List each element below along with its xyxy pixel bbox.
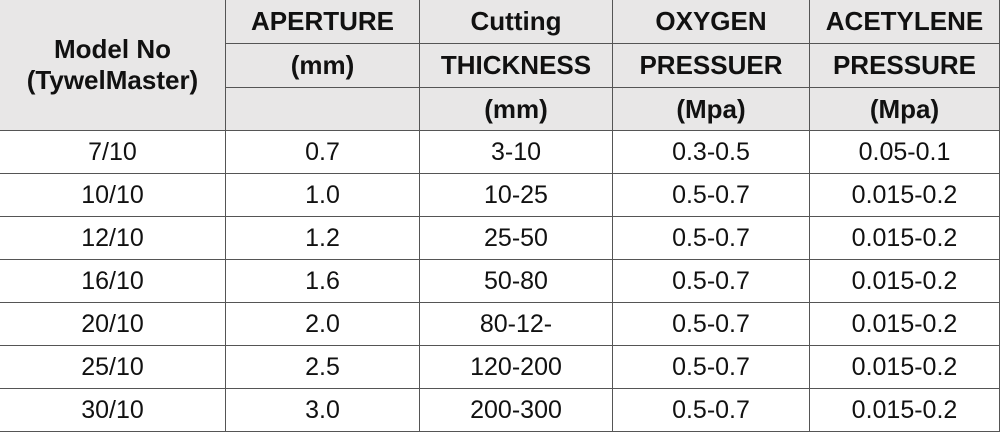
data-cell: 20/10 bbox=[0, 303, 226, 346]
data-cell: 0.015-0.2 bbox=[810, 217, 1000, 260]
data-cell: 0.3-0.5 bbox=[613, 131, 810, 174]
data-cell: 1.6 bbox=[226, 260, 420, 303]
data-cell: 30/10 bbox=[0, 389, 226, 432]
header-cell: (mm) bbox=[226, 44, 420, 88]
data-cell: 25/10 bbox=[0, 346, 226, 389]
header-cell: OXYGEN bbox=[613, 0, 810, 44]
header-cell: (Mpa) bbox=[613, 88, 810, 131]
data-cell: 50-80 bbox=[420, 260, 613, 303]
data-cell: 12/10 bbox=[0, 217, 226, 260]
data-cell: 0.05-0.1 bbox=[810, 131, 1000, 174]
header-cell: Cutting bbox=[420, 0, 613, 44]
data-cell: 0.5-0.7 bbox=[613, 346, 810, 389]
data-cell: 0.5-0.7 bbox=[613, 217, 810, 260]
data-cell: 16/10 bbox=[0, 260, 226, 303]
data-cell: 10-25 bbox=[420, 174, 613, 217]
header-cell: Model No (TywelMaster) bbox=[0, 0, 226, 131]
header-cell bbox=[226, 88, 420, 131]
header-cell: PRESSUER bbox=[613, 44, 810, 88]
data-cell: 0.5-0.7 bbox=[613, 174, 810, 217]
data-cell: 80-12- bbox=[420, 303, 613, 346]
data-cell: 1.2 bbox=[226, 217, 420, 260]
data-cell: 200-300 bbox=[420, 389, 613, 432]
header-cell: ACETYLENE bbox=[810, 0, 1000, 44]
data-cell: 0.015-0.2 bbox=[810, 346, 1000, 389]
header-cell: (Mpa) bbox=[810, 88, 1000, 131]
data-cell: 25-50 bbox=[420, 217, 613, 260]
header-cell: THICKNESS bbox=[420, 44, 613, 88]
data-cell: 2.0 bbox=[226, 303, 420, 346]
data-cell: 0.015-0.2 bbox=[810, 389, 1000, 432]
data-cell: 7/10 bbox=[0, 131, 226, 174]
data-cell: 0.015-0.2 bbox=[810, 260, 1000, 303]
data-cell: 0.7 bbox=[226, 131, 420, 174]
data-cell: 1.0 bbox=[226, 174, 420, 217]
data-cell: 3.0 bbox=[226, 389, 420, 432]
data-cell: 2.5 bbox=[226, 346, 420, 389]
data-cell: 0.5-0.7 bbox=[613, 303, 810, 346]
data-cell: 10/10 bbox=[0, 174, 226, 217]
data-cell: 3-10 bbox=[420, 131, 613, 174]
data-cell: 0.5-0.7 bbox=[613, 389, 810, 432]
header-cell: (mm) bbox=[420, 88, 613, 131]
header-cell: PRESSURE bbox=[810, 44, 1000, 88]
data-cell: 0.015-0.2 bbox=[810, 303, 1000, 346]
data-cell: 120-200 bbox=[420, 346, 613, 389]
header-line: Model No bbox=[54, 34, 171, 64]
header-cell: APERTURE bbox=[226, 0, 420, 44]
data-cell: 0.5-0.7 bbox=[613, 260, 810, 303]
data-cell: 0.015-0.2 bbox=[810, 174, 1000, 217]
header-line: (TywelMaster) bbox=[26, 65, 199, 95]
